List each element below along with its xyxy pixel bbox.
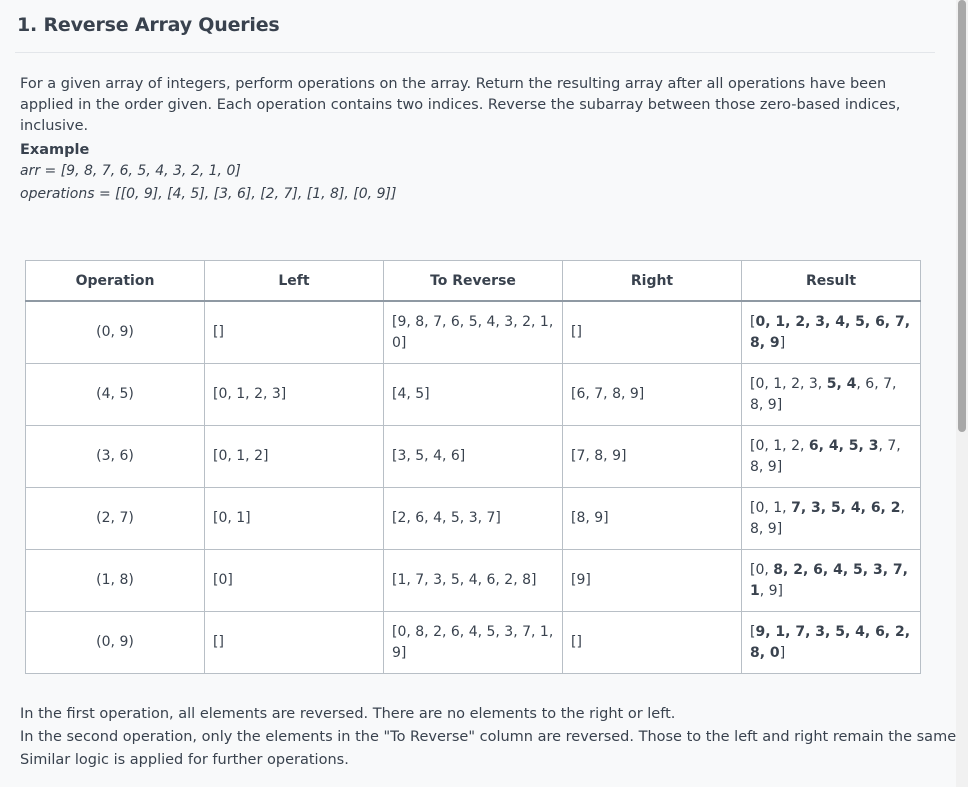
scrollbar-thumb[interactable] bbox=[958, 0, 966, 432]
cell-to-reverse: [1, 7, 3, 5, 4, 6, 2, 8] bbox=[383, 549, 563, 612]
table-header-row: Operation Left To Reverse Right Result bbox=[25, 260, 921, 302]
problem-description: For a given array of integers, perform o… bbox=[20, 76, 901, 134]
table-row: (1, 8) [0] [1, 7, 3, 5, 4, 6, 2, 8] [9] [0, … bbox=[25, 549, 921, 612]
table-body: (0, 9)[] [9, 8, 7, 6, 5, 4, 3, 2, 1, 0][]… bbox=[25, 300, 921, 674]
page-scrollbar[interactable] bbox=[956, 0, 968, 787]
cell-right: [9] bbox=[562, 549, 742, 612]
header-result: Result bbox=[741, 260, 921, 302]
cell-operation: (3, 6) bbox=[25, 425, 205, 488]
header-operation: Operation bbox=[25, 260, 205, 302]
result-unchanged-segment: [0, 1, 2, bbox=[750, 437, 809, 454]
cell-result: [9, 1, 7, 3, 5, 4, 6, 2, 8, 0] bbox=[741, 611, 921, 674]
cell-to-reverse: [3, 5, 4, 6] bbox=[383, 425, 563, 488]
table-row: (3, 6) [0, 1, 2] [3, 5, 4, 6] [7, 8, 9] [0, … bbox=[25, 425, 921, 488]
result-reversed-segment: 5, 4 bbox=[826, 375, 857, 392]
result-unchanged-segment: , 8, 9] bbox=[750, 499, 905, 537]
table-row: (0, 9)[] [0, 8, 2, 6, 4, 5, 3, 7, 1, 9][]… bbox=[25, 611, 921, 674]
cell-operation: (1, 8) bbox=[25, 549, 205, 612]
cell-left: [] bbox=[204, 611, 384, 674]
cell-operation: (0, 9) bbox=[25, 300, 205, 364]
cell-to-reverse: [0, 8, 2, 6, 4, 5, 3, 7, 1, 9] bbox=[383, 611, 563, 674]
example-heading: Example bbox=[20, 142, 90, 158]
cell-result: [0, 8, 2, 6, 4, 5, 3, 7, 1, 9] bbox=[741, 549, 921, 612]
cell-right: [6, 7, 8, 9] bbox=[562, 363, 742, 426]
cell-result: [0, 1, 2, 6, 4, 5, 3, 7, 8, 9] bbox=[741, 425, 921, 488]
result-reversed-segment: 9, 1, 7, 3, 5, 4, 6, 2, 8, 0 bbox=[750, 623, 911, 661]
header-to-reverse: To Reverse bbox=[383, 260, 563, 302]
cell-operation: (4, 5) bbox=[25, 363, 205, 426]
table-row: (2, 7) [0, 1] [2, 6, 4, 5, 3, 7] [8, 9] [0, … bbox=[25, 487, 921, 550]
cell-to-reverse: [2, 6, 4, 5, 3, 7] bbox=[383, 487, 563, 550]
cell-result: [0, 1, 2, 3, 5, 4, 6, 7, 8, 9] bbox=[741, 363, 921, 426]
result-reversed-segment: 8, 2, 6, 4, 5, 3, 7, 1 bbox=[750, 561, 908, 599]
cell-result: [0, 1, 2, 3, 4, 5, 6, 7, 8, 9] bbox=[741, 300, 921, 364]
cell-left: [0, 1, 2, 3] bbox=[204, 363, 384, 426]
cell-operation: (0, 9) bbox=[25, 611, 205, 674]
cell-result: [0, 1, 7, 3, 5, 4, 6, 2, 8, 9] bbox=[741, 487, 921, 550]
result-reversed-segment: 7, 3, 5, 4, 6, 2 bbox=[791, 499, 901, 516]
cell-right: [] bbox=[562, 611, 742, 674]
result-unchanged-segment: [ bbox=[750, 313, 756, 330]
result-reversed-segment: 0, 1, 2, 3, 4, 5, 6, 7, 8, 9 bbox=[750, 313, 911, 351]
explanation-line-3: Similar logic is applied for further ope… bbox=[20, 752, 349, 768]
header-right: Right bbox=[562, 260, 742, 302]
example-arr: arr = [9, 8, 7, 6, 5, 4, 3, 2, 1, 0] bbox=[20, 163, 241, 179]
header-left: Left bbox=[204, 260, 384, 302]
cell-left: [0] bbox=[204, 549, 384, 612]
result-unchanged-segment: , 9] bbox=[759, 582, 784, 599]
result-reversed-segment: 6, 4, 5, 3 bbox=[808, 437, 879, 454]
operations-table: Operation Left To Reverse Right Result (… bbox=[25, 260, 921, 674]
cell-left: [0, 1] bbox=[204, 487, 384, 550]
explanation-line-2: In the second operation, only the elemen… bbox=[20, 729, 961, 745]
result-unchanged-segment: [0, bbox=[750, 561, 774, 578]
result-unchanged-segment: , 7, 8, 9] bbox=[750, 437, 901, 475]
cell-operation: (2, 7) bbox=[25, 487, 205, 550]
cell-right: [] bbox=[562, 300, 742, 364]
cell-to-reverse: [9, 8, 7, 6, 5, 4, 3, 2, 1, 0] bbox=[383, 300, 563, 364]
result-unchanged-segment: ] bbox=[779, 334, 786, 351]
problem-title: 1. Reverse Array Queries bbox=[17, 14, 280, 36]
cell-left: [0, 1, 2] bbox=[204, 425, 384, 488]
title-divider bbox=[15, 52, 935, 53]
example-operations: operations = [[0, 9], [4, 5], [3, 6], [2… bbox=[20, 186, 397, 202]
result-unchanged-segment: ] bbox=[779, 644, 786, 661]
cell-left: [] bbox=[204, 300, 384, 364]
table-row: (4, 5) [0, 1, 2, 3] [4, 5] [6, 7, 8, 9] [0, … bbox=[25, 363, 921, 426]
cell-right: [7, 8, 9] bbox=[562, 425, 742, 488]
result-unchanged-segment: , 6, 7, 8, 9] bbox=[750, 375, 897, 413]
result-unchanged-segment: [0, 1, 2, 3, bbox=[750, 375, 827, 392]
result-unchanged-segment: [ bbox=[750, 623, 756, 640]
result-unchanged-segment: [0, 1, bbox=[750, 499, 792, 516]
explanation-line-1: In the first operation, all elements are… bbox=[20, 706, 676, 722]
cell-to-reverse: [4, 5] bbox=[383, 363, 563, 426]
cell-right: [8, 9] bbox=[562, 487, 742, 550]
table-row: (0, 9)[] [9, 8, 7, 6, 5, 4, 3, 2, 1, 0][]… bbox=[25, 300, 921, 364]
